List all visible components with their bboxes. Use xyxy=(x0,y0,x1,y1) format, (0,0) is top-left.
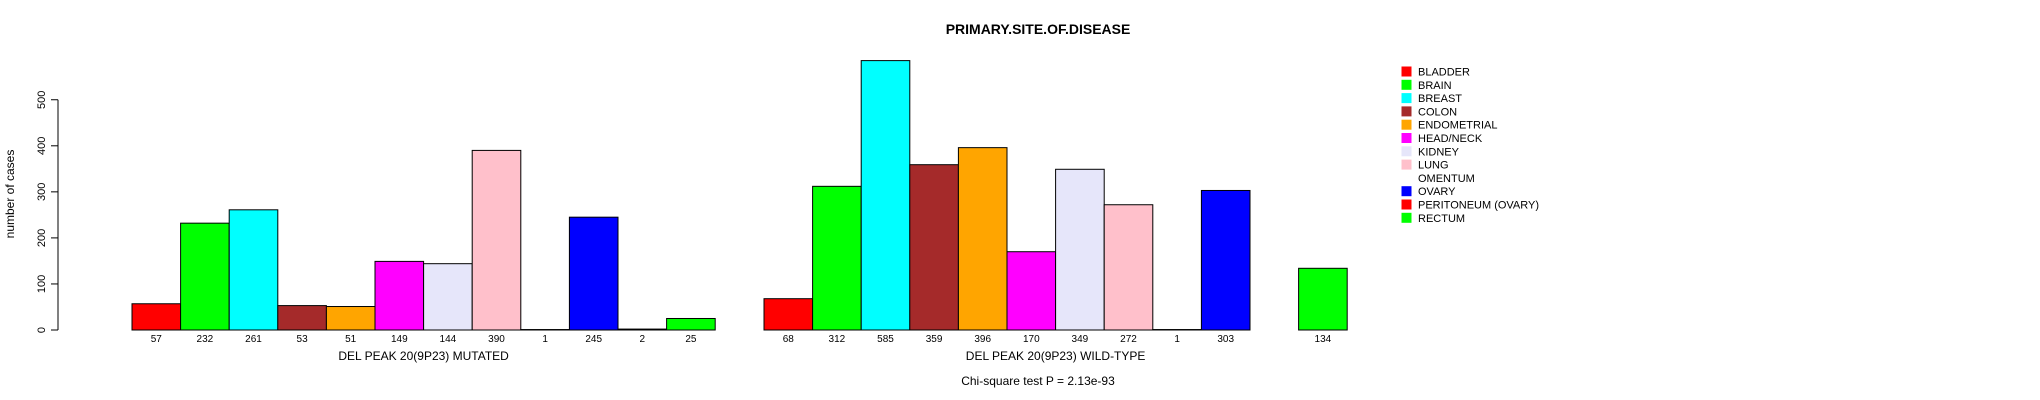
bar-count-label: 2 xyxy=(640,334,646,345)
y-axis-label: number of cases xyxy=(3,150,17,239)
bar-ovary xyxy=(1200,189,1251,331)
y-axis: 0 100 200 300 400 500 xyxy=(36,91,59,333)
bar-colon xyxy=(909,164,959,331)
bar-count-label: 585 xyxy=(877,334,894,345)
group-x-label: DEL PEAK 20(9P23) MUTATED xyxy=(338,349,509,363)
legend-swatch-bladder xyxy=(1401,66,1412,77)
bar-brain xyxy=(812,185,862,331)
bar-brain xyxy=(180,222,230,331)
bar-count-label: 51 xyxy=(345,334,357,345)
legend-label-breast: BREAST xyxy=(1418,93,1462,105)
y-tick-label: 200 xyxy=(36,229,48,247)
legend-label-ovary: OVARY xyxy=(1418,186,1456,198)
legend-swatch-peritoneum-ovary xyxy=(1401,199,1412,210)
bar-ovary xyxy=(568,216,619,331)
y-tick-label: 300 xyxy=(36,183,48,201)
panel-mutated: 57 232 261 53 51 149 144 390 1 245 2 25 DEL PEAK 20(… xyxy=(131,149,716,363)
y-tick-label: 100 xyxy=(36,275,48,293)
bar-count-label: 149 xyxy=(391,334,408,345)
bar-count-label: 272 xyxy=(1120,334,1137,345)
panel-wild-type: 68 312 585 359 396 170 349 272 1 303 134 DEL PEAK 2… xyxy=(763,60,1348,363)
legend-label-head-neck: HEAD/NECK xyxy=(1418,133,1483,145)
legend-swatch-omentum xyxy=(1402,173,1411,183)
bar-lung xyxy=(1103,204,1154,331)
bar-count-label: 396 xyxy=(974,334,991,345)
legend-swatch-lung xyxy=(1401,159,1412,170)
legend-label-rectum: RECTUM xyxy=(1418,213,1465,225)
legend-label-bladder: BLADDER xyxy=(1418,67,1470,79)
bar-bladder xyxy=(763,298,814,331)
bar-count-label: 312 xyxy=(829,334,846,345)
chi-square-footnote: Chi-square test P = 2.13e-93 xyxy=(961,374,1115,388)
bar-count-label: 53 xyxy=(297,334,309,345)
bar-count-label: 232 xyxy=(197,334,214,345)
y-tick-label: 500 xyxy=(36,91,48,109)
legend-label-peritoneum-ovary: PERITONEUM (OVARY) xyxy=(1418,200,1539,212)
bar-count-label: 1 xyxy=(1174,334,1180,345)
bar-breast xyxy=(860,60,911,331)
legend-swatch-head-neck xyxy=(1401,133,1412,143)
bar-count-label: 68 xyxy=(783,334,795,345)
bar-count-label: 303 xyxy=(1217,334,1234,345)
bar-count-label: 1 xyxy=(542,334,548,345)
group-x-label: DEL PEAK 20(9P23) WILD-TYPE xyxy=(966,349,1146,363)
bar-head-neck xyxy=(374,260,425,331)
legend-swatch-colon xyxy=(1401,106,1412,117)
bar-kidney xyxy=(423,263,473,331)
bar-count-label: 57 xyxy=(151,334,163,345)
bar-count-label: 349 xyxy=(1072,334,1089,345)
legend-swatch-ovary xyxy=(1401,186,1412,197)
bar-count-label: 390 xyxy=(488,334,505,345)
bar-count-label: 25 xyxy=(685,334,697,345)
chart-title: PRIMARY.SITE.OF.DISEASE xyxy=(946,21,1131,37)
bar-count-label: 245 xyxy=(585,334,602,345)
bar-count-label: 170 xyxy=(1023,334,1040,345)
bar-head-neck xyxy=(1006,251,1057,331)
bar-endometrial xyxy=(957,147,1008,331)
bar-count-label: 144 xyxy=(440,334,457,345)
bar-kidney xyxy=(1055,168,1105,331)
legend-label-omentum: OMENTUM xyxy=(1418,173,1475,185)
bar-count-label: 261 xyxy=(245,334,262,345)
bar-rectum xyxy=(666,317,716,331)
bar-rectum xyxy=(1298,267,1348,331)
legend-swatch-kidney xyxy=(1401,146,1412,157)
legend-swatch-endometrial xyxy=(1401,119,1412,130)
bar-breast xyxy=(228,209,279,331)
bar-lung xyxy=(471,149,522,331)
legend-label-brain: BRAIN xyxy=(1418,80,1452,92)
y-tick-label: 400 xyxy=(36,137,48,155)
legend-label-endometrial: ENDOMETRIAL xyxy=(1418,120,1497,132)
legend-swatch-rectum xyxy=(1401,212,1412,223)
legend-label-colon: COLON xyxy=(1418,106,1457,118)
bar-colon xyxy=(277,305,327,331)
y-tick-label: 0 xyxy=(36,327,48,333)
bar-peritoneum-ovary xyxy=(617,328,668,331)
bar-bladder xyxy=(131,303,182,331)
bar-endometrial xyxy=(325,306,376,331)
legend-swatch-breast xyxy=(1401,93,1412,104)
legend-swatch-brain xyxy=(1401,79,1412,90)
bar-count-label: 359 xyxy=(926,334,943,345)
legend-label-kidney: KIDNEY xyxy=(1418,146,1460,158)
legend-label-lung: LUNG xyxy=(1418,160,1449,172)
bar-count-label: 134 xyxy=(1315,334,1332,345)
